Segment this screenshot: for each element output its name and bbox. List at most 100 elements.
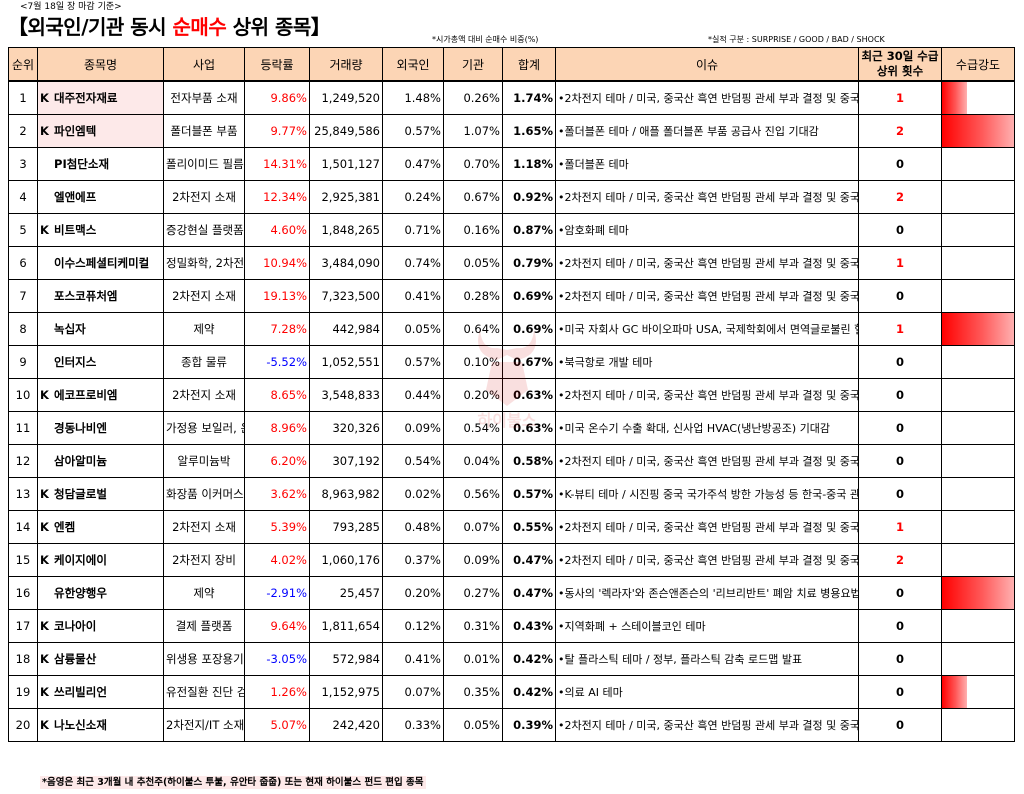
- count-cell: 1: [858, 80, 942, 115]
- date-note: <7월 18일 장 마감 기준>: [20, 2, 122, 12]
- foreign-cell: 0.02%: [382, 477, 444, 511]
- issue-cell: •탈 플라스틱 테마 / 정부, 플라스틱 감축 로드맵 발표: [555, 642, 859, 676]
- institution-cell: 0.67%: [443, 180, 503, 214]
- recommend-mark: K: [40, 685, 49, 699]
- business-cell: 알루미늄박: [163, 444, 245, 478]
- change-cell: 10.94%: [244, 246, 310, 280]
- count-cell: 0: [858, 213, 942, 247]
- issue-cell: •2차전지 테마 / 미국, 중국산 흑연 반덤핑 관세 부과 결정 및 중국,…: [555, 543, 859, 577]
- foreign-cell: 0.12%: [382, 609, 444, 643]
- stock-name-cell: K 청담글로벌: [37, 477, 164, 511]
- stock-name-cell: 이수스페셜티케미컬: [37, 246, 164, 280]
- strength-bar: [942, 313, 1014, 345]
- count-cell: 0: [858, 477, 942, 511]
- foreign-cell: 0.37%: [382, 543, 444, 577]
- change-cell: 14.31%: [244, 147, 310, 181]
- foreign-cell: 0.54%: [382, 444, 444, 478]
- issue-cell: •K-뷰티 테마 / 시진핑 중국 국가주석 방한 가능성 등 한국-중국 관계…: [555, 477, 859, 511]
- institution-cell: 0.05%: [443, 708, 503, 742]
- rank-cell: 7: [8, 279, 38, 313]
- count-cell: 1: [858, 312, 942, 346]
- count-cell: 0: [858, 279, 942, 313]
- change-cell: 19.13%: [244, 279, 310, 313]
- strength-cell: [941, 510, 1015, 544]
- business-cell: 정밀화학, 2차전지 소재: [163, 246, 245, 280]
- stock-name: 녹십자: [54, 322, 86, 336]
- change-cell: 1.26%: [244, 675, 310, 709]
- count-cell: 0: [858, 675, 942, 709]
- institution-cell: 0.70%: [443, 147, 503, 181]
- strength-cell: [941, 609, 1015, 643]
- col-name: 종목명: [37, 47, 164, 82]
- stock-name: PI첨단소재: [54, 157, 110, 171]
- ratio-note: *시가총액 대비 순매수 비중(%): [432, 35, 539, 44]
- change-cell: -3.05%: [244, 642, 310, 676]
- institution-cell: 0.01%: [443, 642, 503, 676]
- stock-name-cell: 엘앤에프: [37, 180, 164, 214]
- issue-cell: •동사의 '렉라자'와 존슨앤존슨의 '리브리반트' 폐암 치료 병용요법이 2…: [555, 576, 859, 610]
- table-row: 17 K 코나아이 결제 플랫폼 9.64% 1,811,654 0.12% 0.31% 0.…: [8, 609, 1015, 643]
- foreign-cell: 0.20%: [382, 576, 444, 610]
- volume-cell: 1,249,520: [309, 80, 383, 115]
- rank-cell: 5: [8, 213, 38, 247]
- rank-cell: 1: [8, 80, 38, 115]
- business-cell: 전자부품 소재: [163, 80, 245, 115]
- issue-cell: •2차전지 테마 / 미국, 중국산 흑연 반덤핑 관세 부과 결정 및 중국,…: [555, 708, 859, 742]
- institution-cell: 0.04%: [443, 444, 503, 478]
- recommend-mark: K: [40, 619, 49, 633]
- business-cell: 결제 플랫폼: [163, 609, 245, 643]
- count-cell: 2: [858, 180, 942, 214]
- rank-cell: 4: [8, 180, 38, 214]
- strength-cell: [941, 80, 1015, 115]
- strength-cell: [941, 411, 1015, 445]
- strength-bar: [942, 82, 968, 114]
- institution-cell: 0.20%: [443, 378, 503, 412]
- volume-cell: 1,052,551: [309, 345, 383, 379]
- stock-name-cell: K 쓰리빌리언: [37, 675, 164, 709]
- volume-cell: 3,484,090: [309, 246, 383, 280]
- business-cell: 제약: [163, 312, 245, 346]
- stock-name: 나노신소재: [54, 718, 107, 732]
- stock-name-cell: 경동나비엔: [37, 411, 164, 445]
- stock-name: 엔켐: [54, 520, 76, 534]
- business-cell: 2차전지 소재: [163, 378, 245, 412]
- col-total: 합계: [502, 47, 556, 82]
- rank-cell: 9: [8, 345, 38, 379]
- count-cell: 0: [858, 345, 942, 379]
- institution-cell: 0.28%: [443, 279, 503, 313]
- institution-cell: 0.31%: [443, 609, 503, 643]
- volume-cell: 2,925,381: [309, 180, 383, 214]
- foreign-cell: 0.41%: [382, 279, 444, 313]
- volume-cell: 320,326: [309, 411, 383, 445]
- change-cell: 5.39%: [244, 510, 310, 544]
- rank-cell: 20: [8, 708, 38, 742]
- recommend-mark: K: [40, 223, 49, 237]
- business-cell: 가정용 보일러, 온수기: [163, 411, 245, 445]
- total-cell: 0.39%: [502, 708, 556, 742]
- change-cell: -5.52%: [244, 345, 310, 379]
- col-institution: 기관: [443, 47, 503, 82]
- stock-name: 대주전자재료: [54, 91, 118, 105]
- footnote: *음영은 최근 3개월 내 추천주(하이불스 투불, 유안타 줍줍) 또는 현재…: [40, 776, 426, 789]
- stock-name: 비트맥스: [54, 223, 97, 237]
- stock-name-cell: K 케이지에이: [37, 543, 164, 577]
- foreign-cell: 1.48%: [382, 80, 444, 115]
- total-cell: 0.67%: [502, 345, 556, 379]
- recommend-mark: K: [40, 520, 49, 534]
- business-cell: 증강현실 플랫폼: [163, 213, 245, 247]
- recommend-mark: K: [40, 388, 49, 402]
- rank-cell: 13: [8, 477, 38, 511]
- foreign-cell: 0.48%: [382, 510, 444, 544]
- count-cell: 2: [858, 543, 942, 577]
- issue-cell: •2차전지 테마 / 미국, 중국산 흑연 반덤핑 관세 부과 결정 및 중국,…: [555, 80, 859, 115]
- strength-bar: [942, 115, 1014, 147]
- stock-name: 청담글로벌: [54, 487, 107, 501]
- total-cell: 0.47%: [502, 543, 556, 577]
- business-cell: 2차전지 소재: [163, 510, 245, 544]
- volume-cell: 307,192: [309, 444, 383, 478]
- count-cell: 1: [858, 246, 942, 280]
